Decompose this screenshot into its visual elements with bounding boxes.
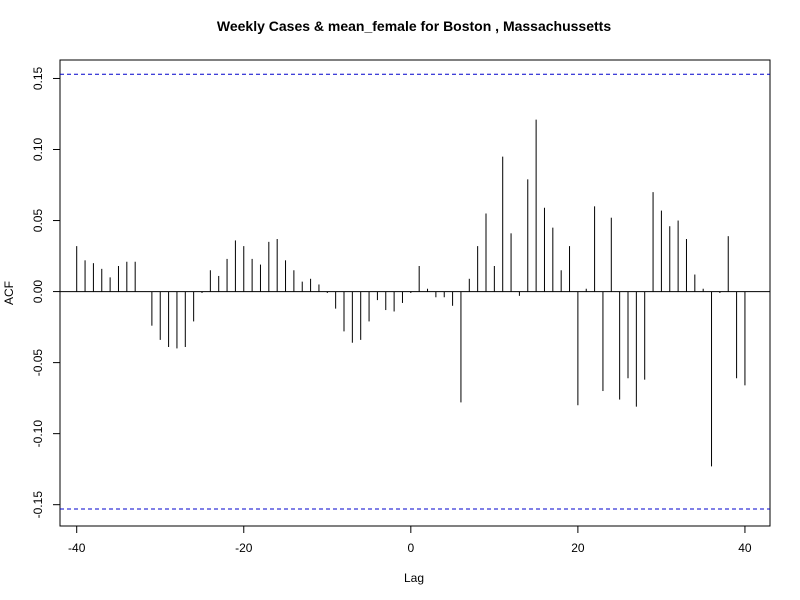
y-tick-label: 0.05 [31, 209, 45, 233]
y-tick-label: -0.10 [31, 420, 45, 448]
x-tick-label: -20 [235, 541, 253, 555]
acf-bars [76, 119, 746, 467]
chart-title: Weekly Cases & mean_female for Boston , … [217, 18, 611, 34]
x-axis: -40 -20 0 20 40 [68, 525, 752, 555]
y-tick-label: 0.10 [31, 138, 45, 162]
y-tick-label: -0.15 [31, 491, 45, 519]
confidence-bounds [60, 73, 770, 510]
y-tick-label: -0.05 [31, 349, 45, 377]
y-axis: -0.15 -0.10 -0.05 0.00 0.05 0.10 0.15 [31, 66, 61, 519]
x-tick-label: 20 [571, 541, 585, 555]
y-tick-label: 0.15 [31, 66, 45, 90]
plot-frame [59, 59, 771, 527]
x-tick-label: 40 [738, 541, 752, 555]
x-tick-label: 0 [407, 541, 414, 555]
y-tick-label: 0.00 [31, 280, 45, 304]
x-tick-label: -40 [68, 541, 86, 555]
x-axis-label: Lag [404, 571, 424, 585]
y-axis-label: ACF [2, 281, 16, 305]
